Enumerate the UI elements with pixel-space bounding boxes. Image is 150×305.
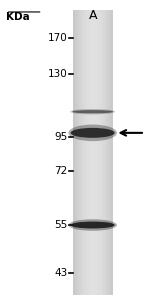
Ellipse shape xyxy=(70,109,115,114)
Bar xyxy=(97,10,98,295)
Bar xyxy=(89,10,90,295)
Text: 55: 55 xyxy=(54,220,68,230)
Ellipse shape xyxy=(71,222,115,228)
Bar xyxy=(107,10,109,295)
Bar xyxy=(85,10,86,295)
Text: 95: 95 xyxy=(54,132,68,142)
Bar xyxy=(81,10,82,295)
Ellipse shape xyxy=(68,124,117,141)
Bar xyxy=(77,10,78,295)
Bar xyxy=(87,10,89,295)
Bar xyxy=(103,10,105,295)
Bar xyxy=(91,10,93,295)
Bar xyxy=(102,10,103,295)
Text: KDa: KDa xyxy=(6,12,30,22)
Text: 170: 170 xyxy=(48,33,68,43)
Bar xyxy=(109,10,110,295)
Bar xyxy=(74,10,75,295)
Bar xyxy=(95,10,97,295)
Bar xyxy=(93,10,94,295)
Text: 72: 72 xyxy=(54,166,68,176)
Ellipse shape xyxy=(72,110,113,113)
Bar xyxy=(78,10,79,295)
Bar xyxy=(98,10,99,295)
Bar xyxy=(83,10,85,295)
Bar xyxy=(106,10,107,295)
Bar xyxy=(105,10,106,295)
Bar xyxy=(86,10,87,295)
Bar xyxy=(73,10,74,295)
Bar xyxy=(99,10,101,295)
Ellipse shape xyxy=(68,219,117,231)
Bar xyxy=(101,10,102,295)
Text: A: A xyxy=(88,9,97,22)
Text: 130: 130 xyxy=(48,69,68,79)
Bar xyxy=(110,10,111,295)
Bar xyxy=(79,10,81,295)
Ellipse shape xyxy=(71,128,115,138)
Bar xyxy=(94,10,95,295)
Text: 43: 43 xyxy=(54,268,68,278)
Bar xyxy=(82,10,83,295)
Bar xyxy=(75,10,77,295)
Bar xyxy=(111,10,112,295)
Bar xyxy=(90,10,91,295)
